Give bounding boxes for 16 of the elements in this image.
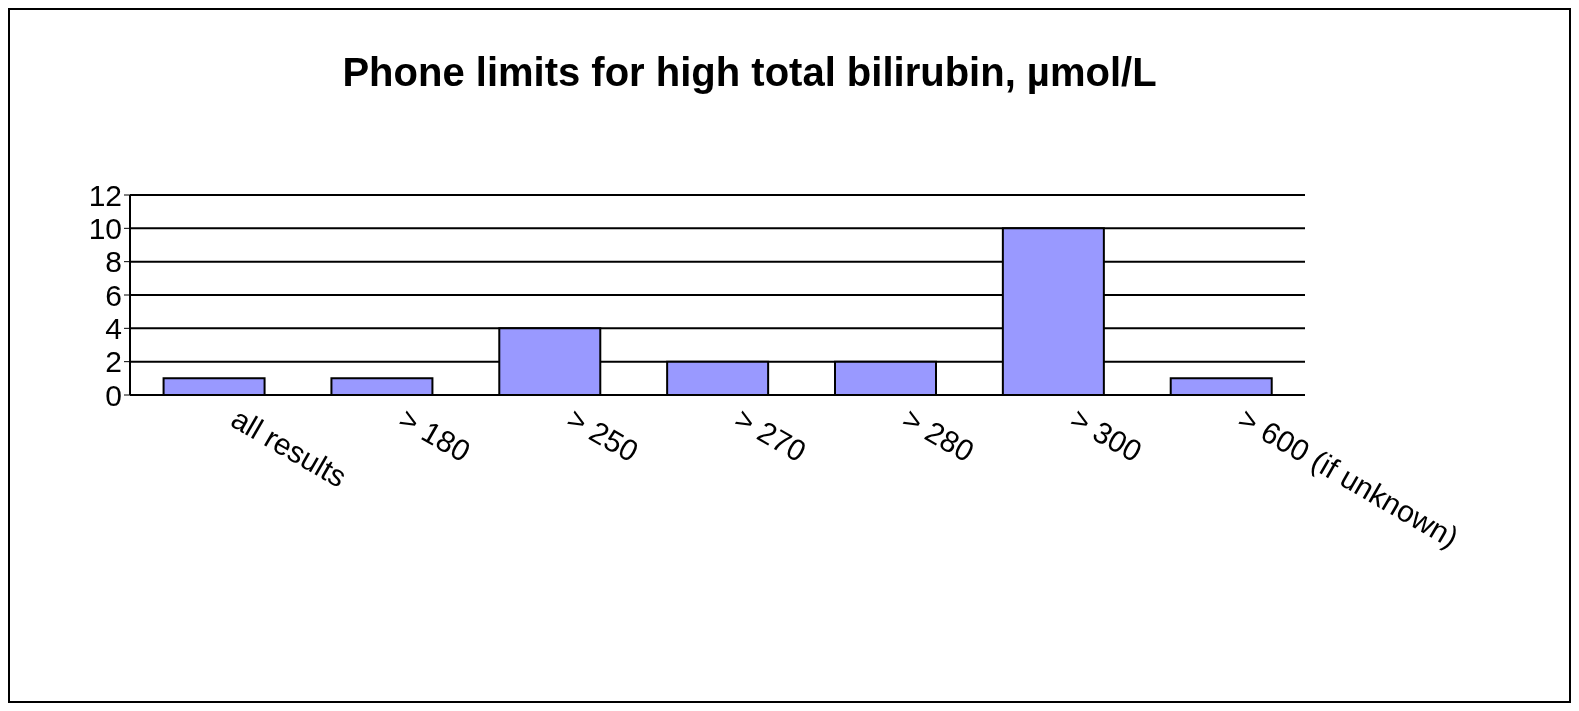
y-tick-label: 2 xyxy=(105,345,122,379)
x-tick-label: > 250 xyxy=(561,401,644,469)
y-tick-label: 4 xyxy=(105,311,122,345)
y-tick-label: 8 xyxy=(105,245,122,279)
x-tick-label: > 280 xyxy=(897,401,980,469)
y-tick-label: 10 xyxy=(88,211,122,245)
y-tick-label: 12 xyxy=(88,178,122,212)
y-tick-label: 0 xyxy=(105,378,122,412)
chart-title: Phone limits for high total bilirubin, µmol/L xyxy=(341,50,1158,95)
bar xyxy=(162,377,266,395)
x-tick-label: > 180 xyxy=(393,401,477,469)
x-tick-label: > 300 xyxy=(1065,401,1148,469)
bar xyxy=(330,377,434,395)
x-tick-label: > 270 xyxy=(729,401,812,469)
bar xyxy=(1169,377,1273,395)
y-tick-label: 6 xyxy=(105,278,122,312)
